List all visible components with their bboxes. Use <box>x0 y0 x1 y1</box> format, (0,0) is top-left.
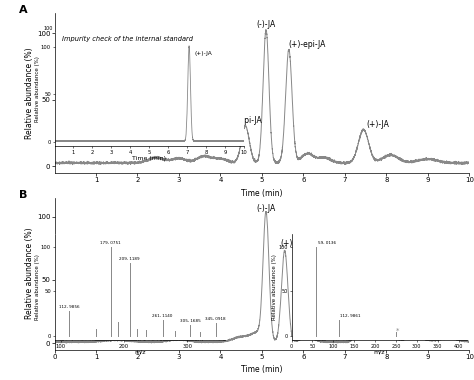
X-axis label: Time (min): Time (min) <box>132 156 166 161</box>
Text: 100: 100 <box>43 26 53 31</box>
Y-axis label: Relative abundance (%): Relative abundance (%) <box>272 254 277 320</box>
Text: (-)-JA: (-)-JA <box>256 20 276 29</box>
Y-axis label: Relative abundance (%): Relative abundance (%) <box>35 254 39 320</box>
Text: (+)-epi-JA: (+)-epi-JA <box>289 40 326 49</box>
Y-axis label: Relative abundance (%): Relative abundance (%) <box>25 47 34 139</box>
Text: (+)-JA: (+)-JA <box>366 270 390 279</box>
X-axis label: Time (min): Time (min) <box>241 365 283 374</box>
X-axis label: m/z: m/z <box>134 350 146 355</box>
Text: 209, 1189: 209, 1189 <box>119 257 140 261</box>
Y-axis label: Relative abundance (%): Relative abundance (%) <box>35 56 39 122</box>
Text: (+)-JA: (+)-JA <box>366 120 390 129</box>
Text: Impurity check of the internal standard: Impurity check of the internal standard <box>62 36 193 42</box>
Text: 112, 9861: 112, 9861 <box>340 314 361 318</box>
Text: 345, 0918: 345, 0918 <box>205 317 226 321</box>
Text: 305, 1685: 305, 1685 <box>180 319 201 323</box>
X-axis label: Time (min): Time (min) <box>241 188 283 198</box>
Text: 59, 0136: 59, 0136 <box>318 241 336 245</box>
Text: (+)-epi-JA: (+)-epi-JA <box>281 239 318 248</box>
Text: 261, 1140: 261, 1140 <box>153 314 173 318</box>
Text: A: A <box>19 5 28 15</box>
Text: 179, 0751: 179, 0751 <box>100 241 121 245</box>
Text: B: B <box>19 190 27 200</box>
Text: (-)-JA: (-)-JA <box>256 204 276 213</box>
Text: (+)-JA: (+)-JA <box>195 51 212 56</box>
Text: *: * <box>396 327 400 333</box>
Y-axis label: Relative abundance (%): Relative abundance (%) <box>25 228 34 320</box>
Text: (-)-epi-JA: (-)-epi-JA <box>228 116 262 125</box>
X-axis label: m/z: m/z <box>374 350 385 355</box>
Text: 112, 9856: 112, 9856 <box>59 305 79 309</box>
